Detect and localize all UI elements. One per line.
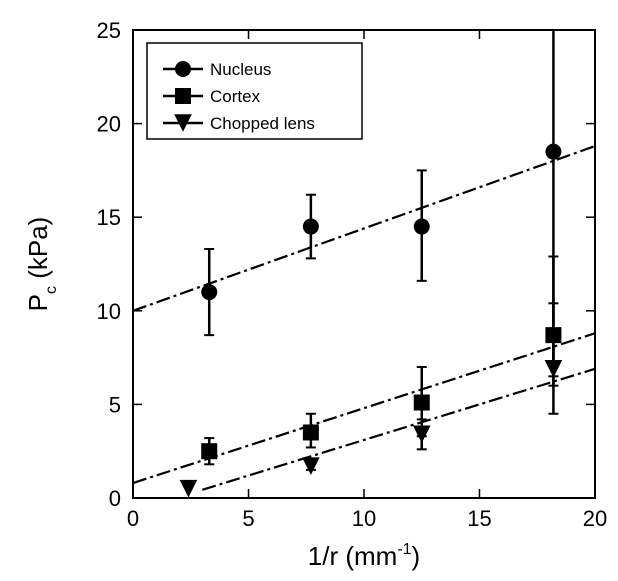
legend-label: Chopped lens bbox=[210, 114, 315, 133]
legend-label: Nucleus bbox=[210, 60, 271, 79]
x-axis-label: 1/r (mm-1) bbox=[308, 541, 420, 571]
data-point bbox=[545, 327, 562, 344]
data-markers bbox=[179, 143, 563, 498]
data-point bbox=[179, 479, 198, 498]
x-tick-label: 15 bbox=[467, 506, 491, 531]
y-tick-label: 20 bbox=[97, 112, 121, 137]
fit-lines bbox=[132, 145, 596, 491]
y-tick-label: 15 bbox=[97, 205, 121, 230]
data-point bbox=[201, 284, 218, 301]
y-tick-label: 5 bbox=[109, 392, 121, 417]
data-point bbox=[413, 218, 430, 235]
legend: Nucleus Cortex Chopped lens bbox=[146, 42, 363, 140]
legend-label: Cortex bbox=[210, 87, 261, 106]
y-tick-label: 10 bbox=[97, 299, 121, 324]
legend-marker bbox=[174, 114, 192, 132]
legend-marker bbox=[175, 61, 191, 77]
data-point bbox=[412, 425, 431, 444]
data-point bbox=[302, 424, 319, 441]
data-point bbox=[302, 218, 319, 235]
x-tick-label: 5 bbox=[242, 506, 254, 531]
data-point bbox=[302, 457, 320, 475]
legend-marker bbox=[175, 88, 191, 104]
fit-line bbox=[132, 332, 596, 485]
y-axis-label: Pc (kPa) bbox=[23, 217, 60, 312]
data-point bbox=[544, 360, 563, 378]
y-tick-label: 25 bbox=[97, 18, 121, 43]
data-point bbox=[201, 443, 218, 460]
x-tick-label: 0 bbox=[127, 506, 139, 531]
x-tick-label: 10 bbox=[352, 506, 376, 531]
fit-line bbox=[132, 145, 596, 312]
data-point bbox=[413, 394, 430, 411]
axis-ticks: 0 5 10 15 20 0 5 10 15 20 25 bbox=[97, 18, 608, 531]
x-tick-label: 20 bbox=[583, 506, 607, 531]
fit-line bbox=[201, 367, 596, 491]
y-tick-label: 0 bbox=[109, 486, 121, 511]
data-point bbox=[545, 143, 562, 160]
